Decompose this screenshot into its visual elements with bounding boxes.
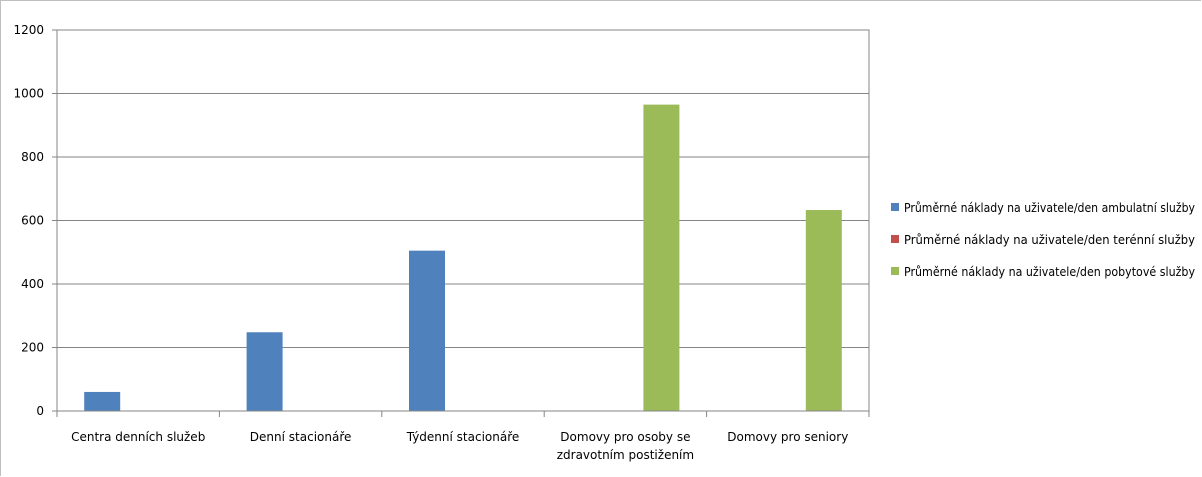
gridlines	[56, 29, 870, 412]
legend-swatch	[891, 235, 899, 243]
legend-label: Průměrné náklady na uživatele/den pobyto…	[904, 265, 1195, 279]
x-tick-label: Domovy pro osoby se	[560, 430, 690, 444]
bar	[409, 250, 445, 411]
x-tick-label: Domovy pro seniory	[727, 430, 848, 444]
y-axis: 0 200 400 600 800 1000 1200	[13, 23, 58, 418]
legend-label: Průměrné náklady na uživatele/den terénn…	[904, 233, 1195, 247]
y-tick-label: 200	[21, 341, 44, 355]
y-tick-label: 1000	[13, 87, 44, 101]
y-tick-label: 800	[21, 150, 44, 164]
legend: Průměrné náklady na uživatele/den ambula…	[891, 201, 1195, 279]
bar	[84, 391, 121, 411]
bar	[805, 210, 842, 411]
legend-swatch	[891, 267, 899, 275]
x-axis: Centra denních služeb Denní stacionáře Týd…	[56, 410, 870, 462]
x-tick-label: zdravotním postižením	[557, 448, 694, 462]
x-tick-label: Centra denních služeb	[71, 430, 205, 444]
bar	[643, 104, 680, 412]
legend-swatch	[891, 203, 899, 211]
bars	[84, 104, 842, 412]
y-tick-label: 400	[21, 277, 44, 291]
y-tick-label: 0	[36, 404, 44, 418]
bar	[246, 332, 283, 411]
x-tick-label: Týdenní stacionáře	[406, 430, 520, 444]
y-tick-label: 600	[21, 214, 44, 228]
x-tick-label: Denní stacionáře	[250, 430, 352, 444]
legend-label: Průměrné náklady na uživatele/den ambula…	[904, 201, 1195, 215]
y-tick-label: 1200	[13, 23, 44, 37]
